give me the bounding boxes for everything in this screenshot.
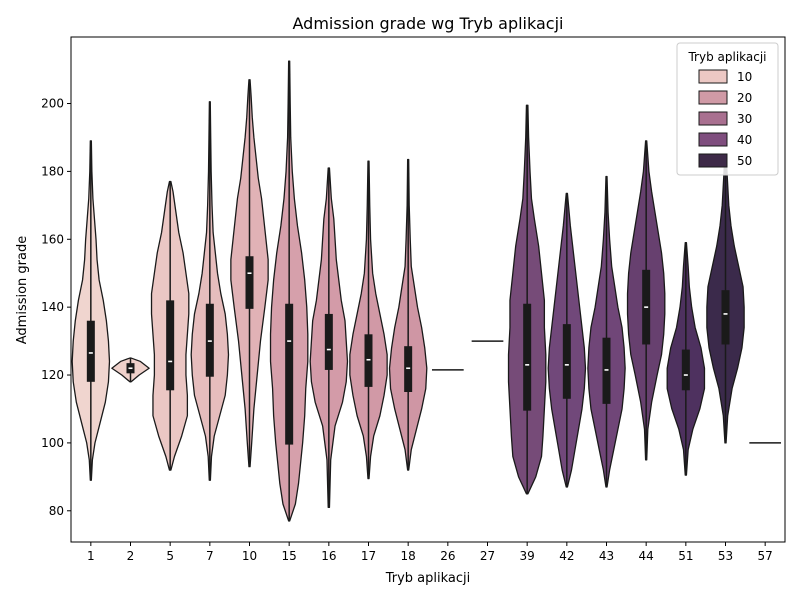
iqr-box-7 <box>205 303 214 377</box>
violin-group-39 <box>507 104 547 495</box>
legend-swatch-50 <box>698 153 728 168</box>
x-tick-label-1: 1 <box>87 549 95 563</box>
iqr-box-5 <box>166 300 175 391</box>
x-tick-label-26: 26 <box>440 549 455 563</box>
legend-label-20: 20 <box>737 91 752 105</box>
legend-swatch-40 <box>698 132 728 147</box>
legend-swatch-30 <box>698 111 728 126</box>
iqr-box-16 <box>324 313 333 370</box>
x-tick-label-15: 15 <box>282 549 297 563</box>
iqr-box-51 <box>681 349 690 391</box>
x-tick-label-5: 5 <box>166 549 174 563</box>
x-tick-label-18: 18 <box>401 549 416 563</box>
violin-group-1 <box>71 140 111 481</box>
chart-title: Admission grade wg Tryb aplikacji <box>293 14 564 33</box>
legend-swatch-10 <box>698 69 728 84</box>
violin-group-15 <box>269 60 309 522</box>
violin-group-2 <box>111 357 150 383</box>
y-tick-label-120: 120 <box>41 368 64 382</box>
y-tick-label-200: 200 <box>41 97 64 111</box>
y-tick-label-180: 180 <box>41 164 64 178</box>
x-tick-label-2: 2 <box>127 549 135 563</box>
iqr-box-15 <box>285 303 294 445</box>
x-tick-label-43: 43 <box>599 549 614 563</box>
y-tick-label-80: 80 <box>49 504 64 518</box>
violin-group-42 <box>547 192 587 488</box>
y-tick-label-160: 160 <box>41 232 64 246</box>
x-tick-label-42: 42 <box>559 549 574 563</box>
axes-layer: 1 2 5 7 10 15 16 17 18 26 27 39 42 43 44 51 53 5780100120… <box>41 97 773 563</box>
y-tick-label-100: 100 <box>41 436 64 450</box>
iqr-box-39 <box>523 303 532 411</box>
violin-group-7 <box>190 101 230 481</box>
violin-group-5 <box>150 180 190 471</box>
legend-swatch-20 <box>698 90 728 105</box>
x-tick-label-53: 53 <box>718 549 733 563</box>
x-tick-label-10: 10 <box>242 549 257 563</box>
violin-layer <box>71 60 782 522</box>
x-tick-label-17: 17 <box>361 549 376 563</box>
x-tick-label-44: 44 <box>639 549 654 563</box>
iqr-box-1 <box>86 320 95 382</box>
x-tick-label-16: 16 <box>321 549 336 563</box>
legend-label-10: 10 <box>737 70 752 84</box>
violin-group-18 <box>388 158 428 471</box>
x-tick-label-57: 57 <box>758 549 773 563</box>
y-tick-label-140: 140 <box>41 300 64 314</box>
iqr-box-18 <box>404 346 413 392</box>
x-tick-label-27: 27 <box>480 549 495 563</box>
iqr-box-42 <box>562 324 571 399</box>
legend-title: Tryb aplikacji <box>687 50 766 64</box>
x-tick-label-39: 39 <box>520 549 535 563</box>
iqr-box-17 <box>364 334 373 387</box>
plot-frame <box>70 36 786 543</box>
legend-label-40: 40 <box>737 133 752 147</box>
violin-group-44 <box>626 140 666 461</box>
violin-group-10 <box>230 79 269 468</box>
legend-label-50: 50 <box>737 154 752 168</box>
violin-group-43 <box>587 175 626 488</box>
x-tick-label-7: 7 <box>206 549 214 563</box>
x-axis-label: Tryb aplikacji <box>385 571 471 586</box>
y-axis-label: Admission grade <box>15 236 30 345</box>
x-tick-label-51: 51 <box>678 549 693 563</box>
iqr-box-43 <box>602 337 611 404</box>
iqr-box-10 <box>245 256 254 309</box>
violin-group-51 <box>666 242 706 476</box>
iqr-box-53 <box>721 290 730 345</box>
violin-group-17 <box>349 160 388 480</box>
legend-label-30: 30 <box>737 112 752 126</box>
legend: Tryb aplikacji 10 20 30 40 50 <box>676 42 779 176</box>
violin-group-16 <box>309 167 349 509</box>
